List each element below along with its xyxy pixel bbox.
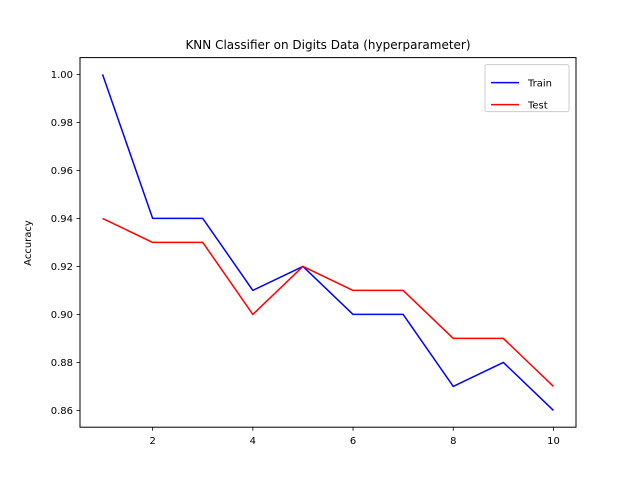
x-tick-label: 6 [350, 436, 356, 447]
x-tick-label: 8 [450, 436, 456, 447]
legend-box [484, 64, 570, 113]
x-tick-label: 10 [547, 436, 560, 447]
x-tick-label: 2 [149, 436, 155, 447]
axis-ticks: 2 4 6 8 10 0.86 0.88 0.90 0.92 0.94 0.96 0.98 1.00 [51, 70, 560, 447]
legend: Train Test [484, 64, 570, 113]
chart-title: KNN Classifier on Digits Data (hyperpara… [185, 38, 470, 52]
plot-series [101, 74, 554, 411]
y-tick-label: 0.88 [51, 358, 73, 369]
y-tick-label: 0.86 [51, 406, 73, 417]
y-tick-label: 0.90 [51, 310, 73, 321]
y-tick-label: 0.98 [51, 118, 73, 129]
legend-label-test: Test [527, 101, 548, 112]
y-tick-label: 0.96 [51, 166, 73, 177]
y-tick-label: 1.00 [51, 70, 73, 81]
plot-frame [79, 57, 577, 428]
x-tick-label: 4 [250, 436, 256, 447]
legend-label-train: Train [527, 79, 552, 90]
y-axis-label: Accuracy [23, 220, 34, 266]
series-line-test [102, 217, 554, 387]
series-line-train [101, 74, 554, 411]
y-tick-label: 0.94 [51, 214, 73, 225]
y-tick-label: 0.92 [51, 262, 73, 273]
